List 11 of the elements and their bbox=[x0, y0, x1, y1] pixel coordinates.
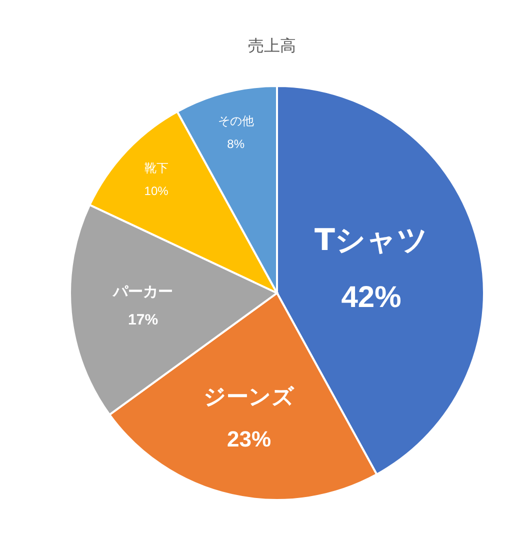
data-label: 8% bbox=[227, 137, 245, 152]
data-label: 42% bbox=[341, 280, 402, 314]
data-label: 10% bbox=[144, 184, 169, 198]
data-label: 17% bbox=[128, 311, 158, 328]
slice-label: Tシャツ bbox=[314, 222, 428, 258]
slice-label: ジーンズ bbox=[204, 384, 295, 410]
slice-label: その他 bbox=[218, 114, 254, 128]
chart-title: 売上高 bbox=[247, 36, 297, 57]
slice-label: パーカー bbox=[112, 282, 174, 300]
data-label: 23% bbox=[226, 426, 272, 452]
slice-label: 靴下 bbox=[144, 161, 168, 176]
